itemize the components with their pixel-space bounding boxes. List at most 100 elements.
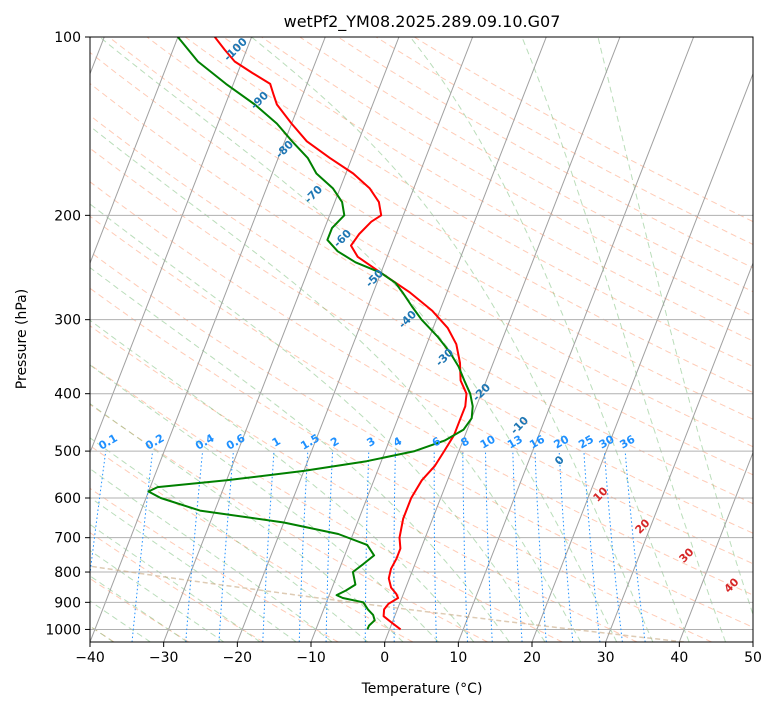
temperature-line bbox=[214, 37, 468, 631]
mixing-ratio-line bbox=[583, 451, 601, 642]
dry-adiabat bbox=[108, 37, 753, 420]
moist-adiabat bbox=[99, 37, 618, 642]
dry-adiabat-label: -70 bbox=[302, 183, 325, 206]
dry-adiabat bbox=[90, 82, 753, 476]
dry-adiabat bbox=[90, 147, 753, 534]
dry-adiabat-label-lower: 40 bbox=[722, 575, 742, 595]
dry-adiabat bbox=[90, 532, 264, 642]
mixing-ratio-label: 0.1 bbox=[96, 432, 119, 453]
dry-adiabat-label: -10 bbox=[508, 414, 531, 437]
mixing-ratio-line bbox=[624, 451, 646, 642]
mixing-ratio-label: 0.2 bbox=[143, 432, 166, 453]
dry-adiabat bbox=[184, 37, 753, 368]
isotherm bbox=[384, 37, 621, 642]
y-tick-label: 800 bbox=[54, 565, 81, 581]
isotherm bbox=[678, 451, 753, 642]
mixing-ratio-line bbox=[393, 451, 396, 642]
y-axis-label: Pressure (hPa) bbox=[14, 289, 30, 389]
y-tick-label: 500 bbox=[54, 444, 81, 460]
dry-adiabat-label: -30 bbox=[433, 346, 456, 369]
dry-adiabat-label: 0 bbox=[552, 453, 567, 468]
dry-adiabat bbox=[261, 37, 753, 317]
moist-adiabat bbox=[90, 575, 188, 642]
y-axis-ticks: 100 200 300 400 500 600 700 800 900 1000 bbox=[45, 30, 90, 638]
moist-adiabat bbox=[90, 125, 582, 642]
mixing-ratio-line bbox=[262, 451, 275, 642]
dry-adiabat-label-lower: 20 bbox=[633, 516, 653, 536]
mixing-ratio-label: 4 bbox=[391, 434, 404, 449]
dry-adiabat bbox=[90, 51, 753, 448]
moist-adiabat bbox=[90, 203, 546, 642]
isotherm bbox=[90, 37, 326, 642]
mixing-ratio-label: 36 bbox=[618, 432, 638, 451]
moist-adiabat bbox=[90, 468, 333, 642]
dry-adiabat-label-lower: 30 bbox=[677, 545, 697, 565]
background-lines bbox=[90, 37, 753, 642]
dry-adiabat-label: -90 bbox=[248, 89, 271, 112]
mixing-ratio-label: 25 bbox=[576, 433, 596, 452]
dry-adiabat bbox=[90, 325, 638, 642]
x-tick-label: 50 bbox=[744, 650, 762, 666]
mixing-ratio-line bbox=[485, 451, 493, 642]
x-tick-label: −30 bbox=[149, 650, 179, 666]
isotherm bbox=[605, 261, 753, 642]
mixing-ratio-label: 20 bbox=[552, 432, 572, 451]
plot-frame bbox=[89, 36, 754, 643]
x-tick-label: −10 bbox=[296, 650, 326, 666]
mixing-ratio-line bbox=[558, 451, 574, 642]
mixing-ratio-label: 16 bbox=[527, 432, 547, 451]
y-tick-label: 900 bbox=[54, 595, 81, 611]
y-tick-label: 100 bbox=[54, 30, 81, 46]
x-tick-label: −20 bbox=[223, 650, 253, 666]
x-tick-label: 10 bbox=[449, 650, 467, 666]
mixing-ratio-line bbox=[462, 451, 468, 642]
dry-adiabat bbox=[223, 37, 753, 342]
profile-lines bbox=[147, 37, 474, 631]
dry-adiabat bbox=[90, 403, 488, 642]
dry-adiabat bbox=[90, 251, 753, 628]
dry-adiabat-label: -100 bbox=[221, 35, 250, 64]
x-tick-label: 30 bbox=[597, 650, 615, 666]
dry-adiabat-label: -50 bbox=[363, 267, 386, 290]
y-tick-label: 200 bbox=[54, 208, 81, 224]
mixing-ratio-label: 3 bbox=[364, 435, 377, 450]
mixing-ratio-label: 13 bbox=[505, 433, 525, 452]
dry-adiabat bbox=[90, 445, 414, 642]
moist-adiabat bbox=[521, 37, 727, 642]
isotherm bbox=[310, 37, 547, 642]
mixing-ratio-line bbox=[325, 451, 334, 642]
y-tick-label: 700 bbox=[54, 531, 81, 547]
x-axis-label: Temperature (°C) bbox=[361, 681, 483, 697]
x-tick-label: 0 bbox=[380, 650, 389, 666]
moist-adiabat bbox=[251, 37, 654, 642]
y-tick-label: 600 bbox=[54, 491, 81, 507]
moist-adiabat bbox=[90, 266, 510, 642]
mixing-ratio-label: 1 bbox=[270, 435, 283, 450]
moist-adiabat bbox=[597, 37, 753, 617]
isotherm bbox=[90, 37, 179, 265]
isotherm bbox=[90, 37, 253, 454]
dewpoint-line bbox=[147, 37, 474, 630]
mixing-ratio-line bbox=[534, 451, 547, 642]
mixing-ratio-line bbox=[603, 451, 623, 642]
isotherm bbox=[457, 37, 695, 642]
dry-adiabat bbox=[90, 215, 753, 596]
isotherm bbox=[163, 37, 400, 642]
dry-adiabat bbox=[90, 487, 339, 642]
y-tick-label: 300 bbox=[54, 313, 81, 329]
y-tick-label: 400 bbox=[54, 387, 81, 403]
mixing-ratio-label: 30 bbox=[597, 432, 617, 451]
moist-adiabat bbox=[409, 37, 690, 642]
isotherm bbox=[531, 72, 753, 642]
mixing-ratio-label: 2 bbox=[328, 435, 341, 450]
dry-adiabat bbox=[414, 37, 753, 223]
mixing-ratio-line bbox=[185, 451, 204, 642]
isotherm bbox=[752, 640, 753, 642]
x-tick-label: 20 bbox=[523, 650, 541, 666]
dry-adiabat bbox=[90, 287, 712, 642]
moist-adiabat bbox=[90, 549, 225, 642]
chart-title: wetPf2_YM08.2025.289.09.10.G07 bbox=[284, 12, 561, 32]
dry-adiabat bbox=[90, 363, 563, 642]
isotherm bbox=[236, 37, 474, 642]
